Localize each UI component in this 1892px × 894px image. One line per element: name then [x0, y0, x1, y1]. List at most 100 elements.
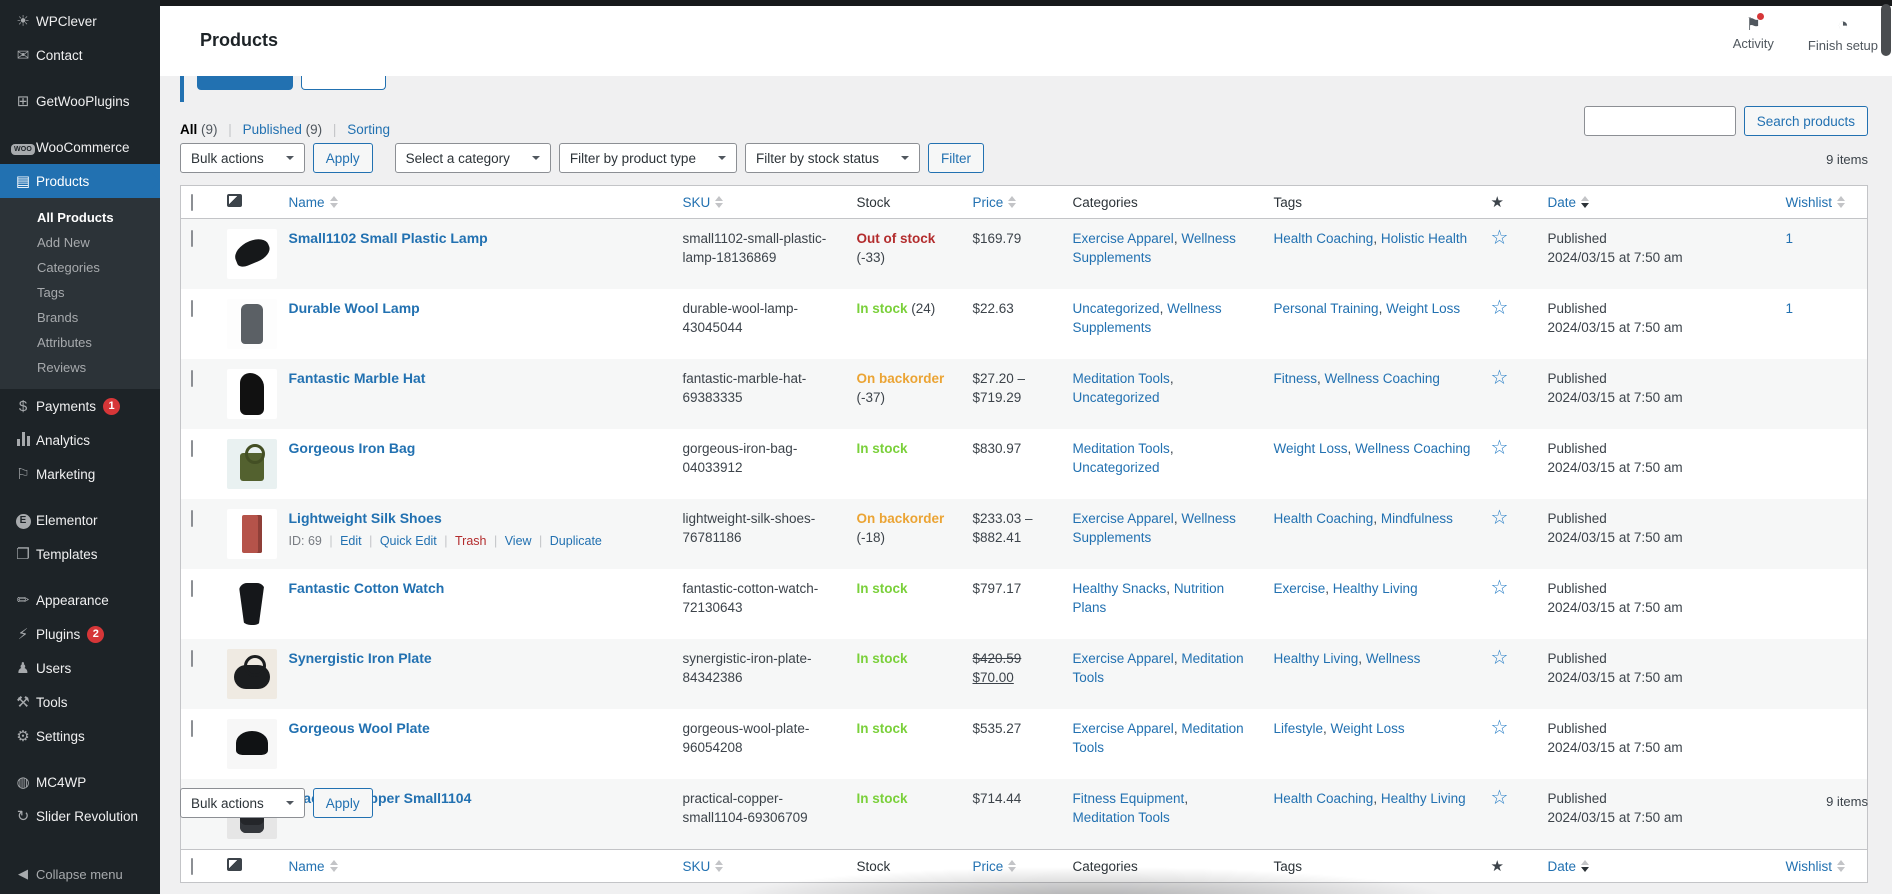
select-all-checkbox[interactable]: [191, 194, 193, 211]
stock-status-filter-select[interactable]: Filter by stock status: [745, 143, 920, 173]
tag-link[interactable]: Healthy Living: [1274, 651, 1359, 666]
row-action-trash[interactable]: Trash: [455, 534, 487, 548]
filter-button[interactable]: Filter: [928, 143, 984, 173]
sidebar-item-payments[interactable]: $Payments1: [0, 389, 160, 423]
sort-date-footer[interactable]: Date: [1548, 859, 1590, 874]
sort-sku-header[interactable]: SKU: [683, 195, 724, 210]
featured-toggle-star-icon[interactable]: ☆: [1491, 787, 1509, 809]
apply-button[interactable]: Apply: [313, 143, 373, 173]
sidebar-item-appearance[interactable]: ✏Appearance: [0, 583, 160, 617]
row-checkbox[interactable]: [191, 370, 193, 387]
featured-toggle-star-icon[interactable]: ☆: [1491, 577, 1509, 599]
product-name-link[interactable]: Lightweight Silk Shoes: [289, 510, 442, 526]
category-link[interactable]: Uncategorized: [1073, 390, 1160, 405]
sort-price-header[interactable]: Price: [973, 195, 1017, 210]
row-checkbox[interactable]: [191, 580, 193, 597]
product-thumbnail[interactable]: [227, 369, 277, 419]
product-name-link[interactable]: Synergistic Iron Plate: [289, 650, 432, 666]
sidebar-item-tools[interactable]: ⚒Tools: [0, 685, 160, 719]
sidebar-item-slider-revolution[interactable]: ↻Slider Revolution: [0, 799, 160, 833]
view-all[interactable]: All (9): [180, 122, 218, 137]
row-checkbox[interactable]: [191, 230, 193, 247]
search-input[interactable]: [1584, 106, 1736, 136]
product-thumbnail[interactable]: [227, 649, 277, 699]
sidebar-item-templates[interactable]: ❐Templates: [0, 537, 160, 571]
product-thumbnail[interactable]: [227, 719, 277, 769]
category-link[interactable]: Uncategorized: [1073, 460, 1160, 475]
featured-toggle-star-icon[interactable]: ☆: [1491, 227, 1509, 249]
sort-date-header[interactable]: Date: [1548, 195, 1590, 210]
featured-toggle-star-icon[interactable]: ☆: [1491, 297, 1509, 319]
sidebar-item-settings[interactable]: ⚙Settings: [0, 719, 160, 753]
view-published[interactable]: Published (9): [243, 122, 323, 137]
row-checkbox[interactable]: [191, 300, 193, 317]
sort-sku-footer[interactable]: SKU: [683, 859, 724, 874]
activity-button[interactable]: ⚑ Activity: [1733, 16, 1774, 53]
tag-link[interactable]: Health Coaching: [1274, 231, 1374, 246]
apply-button-bottom[interactable]: Apply: [313, 788, 373, 818]
tag-link[interactable]: Wellness Coaching: [1325, 371, 1440, 386]
sidebar-item-wpclever[interactable]: ☀WPClever: [0, 4, 160, 38]
sidebar-item-contact[interactable]: ✉Contact: [0, 38, 160, 72]
tag-link[interactable]: Fitness: [1274, 371, 1318, 386]
tag-link[interactable]: Holistic Health: [1381, 231, 1467, 246]
tag-link[interactable]: Health Coaching: [1274, 511, 1374, 526]
product-name-link[interactable]: Small1102 Small Plastic Lamp: [289, 230, 488, 246]
category-link[interactable]: Meditation Tools: [1073, 810, 1170, 825]
sidebar-item-products[interactable]: ▤Products: [0, 164, 160, 198]
featured-toggle-star-icon[interactable]: ☆: [1491, 507, 1509, 529]
sidebar-subitem-brands[interactable]: Brands: [0, 305, 160, 330]
tag-link[interactable]: Healthy Living: [1333, 581, 1418, 596]
category-link[interactable]: Exercise Apparel: [1073, 511, 1174, 526]
tag-link[interactable]: Exercise: [1274, 581, 1326, 596]
product-thumbnail[interactable]: [227, 229, 277, 279]
tag-link[interactable]: Mindfulness: [1381, 511, 1453, 526]
product-name-link[interactable]: Fantastic Marble Hat: [289, 370, 426, 386]
featured-toggle-star-icon[interactable]: ☆: [1491, 437, 1509, 459]
sidebar-item-users[interactable]: ♟Users: [0, 651, 160, 685]
view-sorting[interactable]: Sorting: [347, 122, 390, 137]
row-action-quick-edit[interactable]: Quick Edit: [380, 534, 437, 548]
secondary-button-cutoff[interactable]: [301, 76, 386, 90]
sidebar-item-elementor[interactable]: EElementor: [0, 503, 160, 537]
featured-toggle-star-icon[interactable]: ☆: [1491, 647, 1509, 669]
sidebar-subitem-attributes[interactable]: Attributes: [0, 330, 160, 355]
sidebar-item-marketing[interactable]: ⚐Marketing: [0, 457, 160, 491]
row-action-view[interactable]: View: [505, 534, 532, 548]
product-thumbnail[interactable]: [227, 299, 277, 349]
tag-link[interactable]: Weight Loss: [1274, 441, 1348, 456]
sidebar-item-plugins[interactable]: ⚡Plugins2: [0, 617, 160, 651]
wishlist-count-link[interactable]: 1: [1786, 231, 1794, 246]
search-products-button[interactable]: Search products: [1744, 106, 1868, 136]
featured-toggle-star-icon[interactable]: ☆: [1491, 367, 1509, 389]
row-action-edit[interactable]: Edit: [340, 534, 362, 548]
sort-wishlist-footer[interactable]: Wishlist: [1786, 859, 1846, 874]
sidebar-item-mc4wp[interactable]: ◍MC4WP: [0, 765, 160, 799]
sort-price-footer[interactable]: Price: [973, 859, 1017, 874]
tag-link[interactable]: Wellness: [1366, 651, 1421, 666]
row-action-duplicate[interactable]: Duplicate: [550, 534, 602, 548]
product-thumbnail[interactable]: [227, 509, 277, 559]
product-type-filter-select[interactable]: Filter by product type: [559, 143, 737, 173]
collapse-menu-button[interactable]: ◀ Collapse menu: [0, 858, 160, 894]
primary-button-cutoff[interactable]: [197, 76, 293, 90]
category-link[interactable]: Uncategorized: [1073, 301, 1160, 316]
sidebar-subitem-all-products[interactable]: All Products: [0, 205, 160, 230]
tag-link[interactable]: Weight Loss: [1331, 721, 1405, 736]
bulk-actions-select-bottom[interactable]: Bulk actions: [180, 788, 305, 818]
category-link[interactable]: Exercise Apparel: [1073, 231, 1174, 246]
sidebar-item-getwooplugins[interactable]: ⊞GetWooPlugins: [0, 84, 160, 118]
category-link[interactable]: Exercise Apparel: [1073, 721, 1174, 736]
row-checkbox[interactable]: [191, 440, 193, 457]
sort-wishlist-header[interactable]: Wishlist: [1786, 195, 1846, 210]
category-link[interactable]: Fitness Equipment: [1073, 791, 1185, 806]
finish-setup-button[interactable]: ◔ Finish setup: [1808, 16, 1878, 53]
sidebar-item-analytics[interactable]: Analytics: [0, 423, 160, 457]
wishlist-count-link[interactable]: 1: [1786, 301, 1794, 316]
tag-link[interactable]: Lifestyle: [1274, 721, 1324, 736]
row-checkbox[interactable]: [191, 510, 193, 527]
sidebar-subitem-tags[interactable]: Tags: [0, 280, 160, 305]
product-name-link[interactable]: Gorgeous Wool Plate: [289, 720, 430, 736]
sidebar-subitem-categories[interactable]: Categories: [0, 255, 160, 280]
product-name-link[interactable]: Durable Wool Lamp: [289, 300, 420, 316]
